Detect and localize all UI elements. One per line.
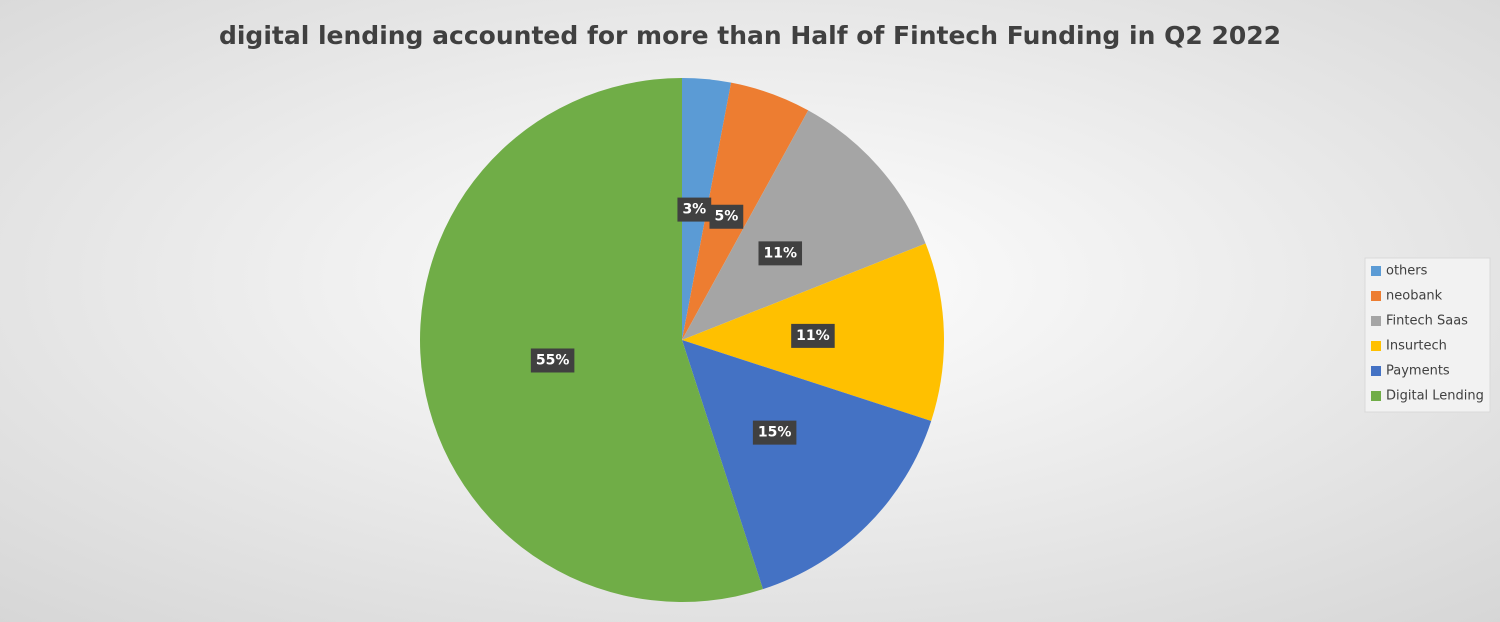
legend-label: Payments — [1386, 364, 1450, 379]
data-label: 11% — [764, 245, 798, 261]
legend-box — [1364, 257, 1491, 413]
legend-swatch — [1371, 291, 1381, 301]
pie-slice — [682, 340, 932, 590]
data-label-box — [530, 348, 575, 373]
data-label-box — [791, 323, 835, 348]
data-label-box — [677, 197, 712, 222]
data-label-box — [752, 420, 797, 445]
data-label: 5% — [714, 209, 738, 225]
data-label: 3% — [682, 202, 706, 218]
pie-slice — [682, 82, 809, 340]
legend-label: Digital Lending — [1386, 389, 1484, 404]
data-label: 55% — [536, 352, 570, 368]
legend-swatch — [1371, 366, 1381, 376]
legend-label: others — [1386, 264, 1428, 279]
legend-swatch — [1371, 341, 1381, 351]
data-label-box — [709, 204, 744, 229]
data-label: 15% — [758, 425, 792, 441]
legend-swatch — [1371, 266, 1381, 276]
legend-label: neobank — [1386, 289, 1443, 304]
data-label-box — [758, 241, 803, 266]
data-label: 11% — [796, 328, 830, 344]
chart-title: digital lending accounted for more than … — [219, 21, 1281, 50]
legend-label: Insurtech — [1386, 339, 1447, 354]
pie-slice — [420, 78, 763, 602]
legend-swatch — [1371, 391, 1381, 401]
legend-label: Fintech Saas — [1386, 314, 1468, 329]
pie-slice — [682, 110, 926, 340]
legend-swatch — [1371, 316, 1381, 326]
